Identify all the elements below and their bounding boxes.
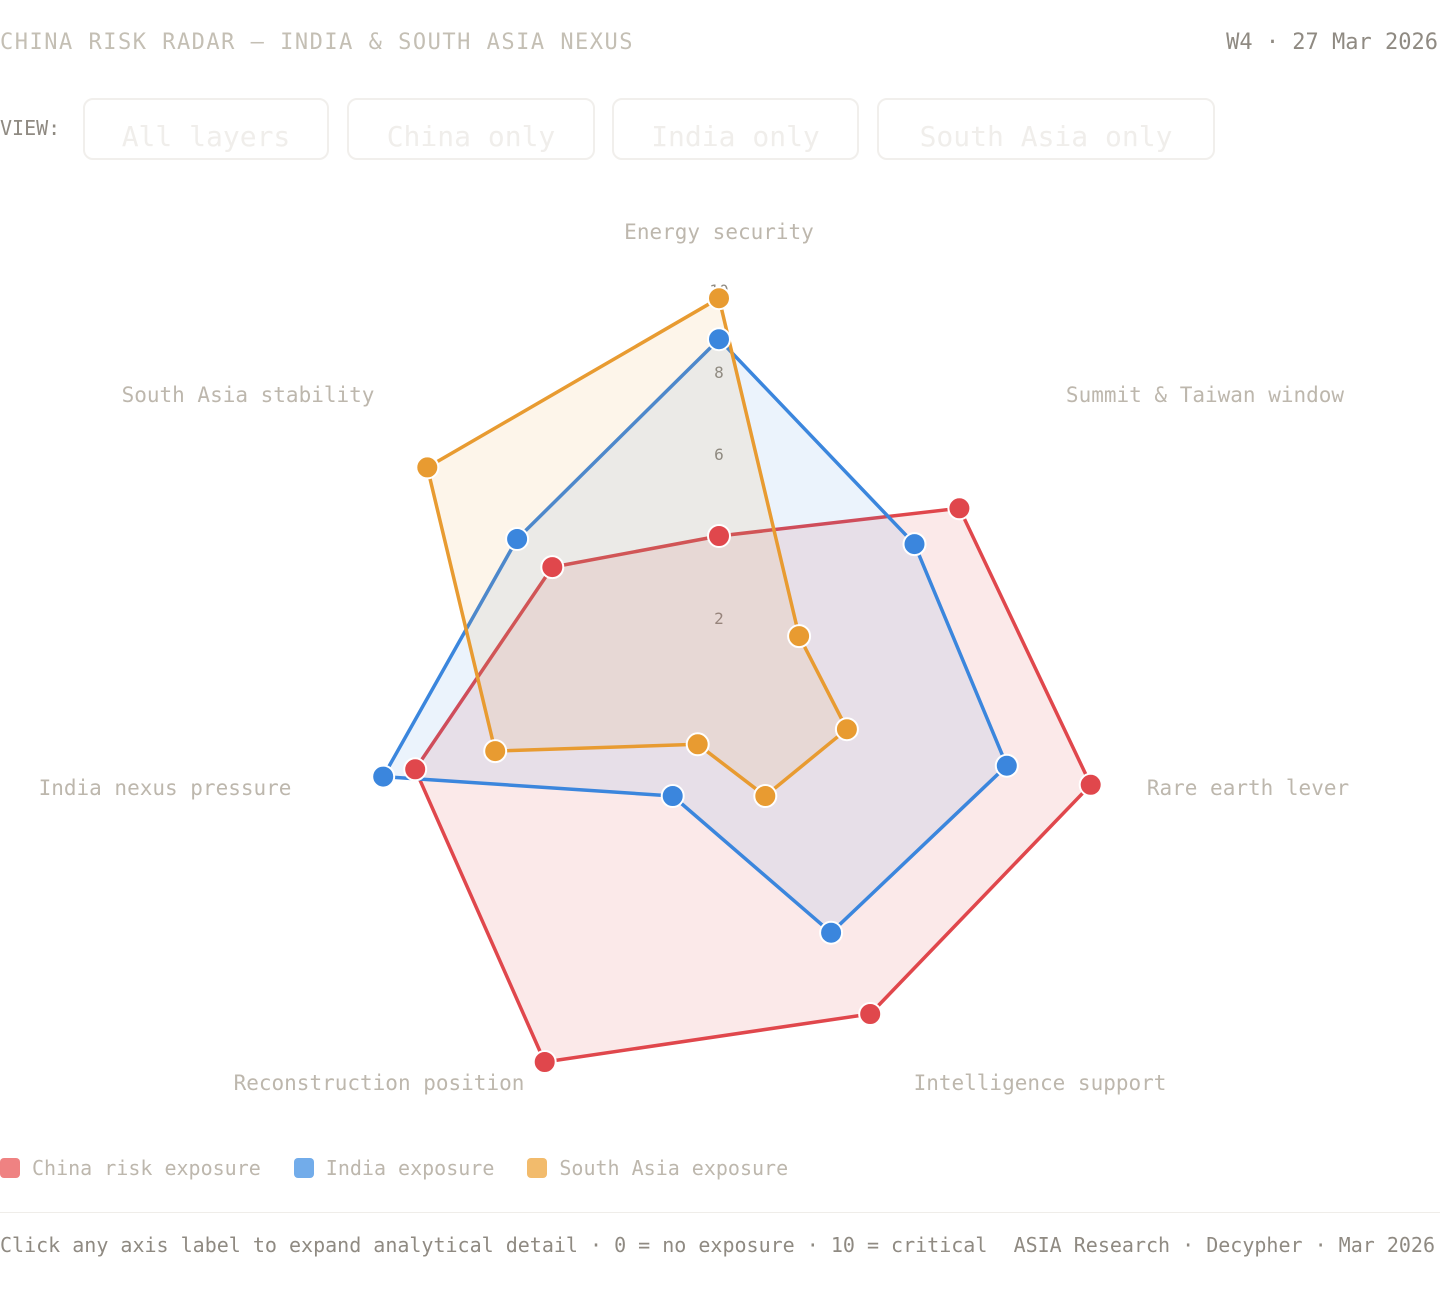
- point-south-asia-exposure-reconstruction-position[interactable]: [685, 732, 710, 757]
- point-china-risk-exposure-summit-taiwan-window[interactable]: [947, 496, 972, 521]
- view-china-only-button[interactable]: China only: [347, 98, 595, 160]
- point-south-asia-exposure-intelligence-support[interactable]: [753, 784, 778, 808]
- legend-label-south-asia: South Asia exposure: [559, 1156, 789, 1180]
- series-area-india-exposure: [381, 337, 1009, 935]
- point-south-asia-exposure-energy-security[interactable]: [707, 286, 731, 311]
- footer-divider: [0, 1212, 1440, 1213]
- axis-label-reconstruction-position[interactable]: Reconstruction position: [234, 1071, 525, 1095]
- point-south-asia-exposure-south-asia-stability[interactable]: [415, 455, 440, 480]
- page-title: CHINA RISK RADAR — INDIA & SOUTH ASIA NE…: [0, 30, 635, 55]
- tick-label-2: 2: [714, 609, 724, 628]
- axis-label-energy-security[interactable]: Energy security: [624, 220, 814, 244]
- tick-label-6: 6: [714, 445, 724, 464]
- view-label: VIEW:: [0, 116, 61, 140]
- point-south-asia-exposure-india-nexus-pressure[interactable]: [483, 739, 508, 764]
- point-china-risk-exposure-energy-security[interactable]: [707, 524, 731, 548]
- point-india-exposure-south-asia-stability[interactable]: [505, 527, 530, 551]
- legend-item-india[interactable]: India exposure: [293, 1156, 495, 1180]
- point-india-exposure-energy-security[interactable]: [707, 327, 731, 352]
- series-area-south-asia-exposure: [425, 296, 849, 798]
- axis-label-intelligence-support[interactable]: Intelligence support: [914, 1071, 1167, 1095]
- legend-label-china: China risk exposure: [32, 1156, 261, 1180]
- axis-label-india-nexus-pressure[interactable]: India nexus pressure: [39, 776, 292, 800]
- point-india-exposure-india-nexus-pressure[interactable]: [371, 764, 396, 789]
- point-india-exposure-rare-earth-lever[interactable]: [994, 753, 1019, 778]
- header-date: W4 · 27 Mar 2026: [1226, 30, 1438, 55]
- point-india-exposure-summit-taiwan-window[interactable]: [902, 532, 927, 557]
- legend-label-india: India exposure: [325, 1156, 495, 1180]
- legend-swatch-south-asia: [527, 1158, 548, 1178]
- footer-note: Click any axis label to expand analytica…: [0, 1233, 988, 1257]
- axis-label-summit-taiwan-window[interactable]: Summit & Taiwan window: [1066, 383, 1345, 407]
- view-south-asia-only-button[interactable]: South Asia only: [877, 98, 1215, 160]
- footer-credit: ASIA Research · Decypher · Mar 2026: [1013, 1233, 1435, 1257]
- legend: China risk exposure India exposure South…: [0, 1156, 821, 1180]
- legend-item-south-asia[interactable]: South Asia exposure: [527, 1156, 788, 1180]
- point-south-asia-exposure-rare-earth-lever[interactable]: [834, 717, 859, 742]
- point-china-risk-exposure-south-asia-stability[interactable]: [540, 555, 565, 580]
- point-china-risk-exposure-rare-earth-lever[interactable]: [1078, 772, 1103, 797]
- tick-label-8: 8: [714, 363, 724, 382]
- view-all-layers-button[interactable]: All layers: [83, 98, 329, 160]
- point-china-risk-exposure-india-nexus-pressure[interactable]: [403, 757, 428, 782]
- view-india-only-button[interactable]: India only: [612, 98, 859, 160]
- point-china-risk-exposure-reconstruction-position[interactable]: [532, 1050, 557, 1074]
- axis-label-south-asia-stability[interactable]: South Asia stability: [122, 383, 375, 407]
- point-india-exposure-intelligence-support[interactable]: [819, 920, 844, 945]
- point-china-risk-exposure-intelligence-support[interactable]: [858, 1002, 883, 1026]
- legend-swatch-china: [0, 1158, 20, 1178]
- axis-label-rare-earth-lever[interactable]: Rare earth lever: [1147, 776, 1349, 800]
- legend-item-china[interactable]: China risk exposure: [0, 1156, 261, 1180]
- point-south-asia-exposure-summit-taiwan-window[interactable]: [787, 624, 812, 649]
- legend-swatch-india: [293, 1158, 314, 1178]
- point-india-exposure-reconstruction-position[interactable]: [660, 784, 685, 808]
